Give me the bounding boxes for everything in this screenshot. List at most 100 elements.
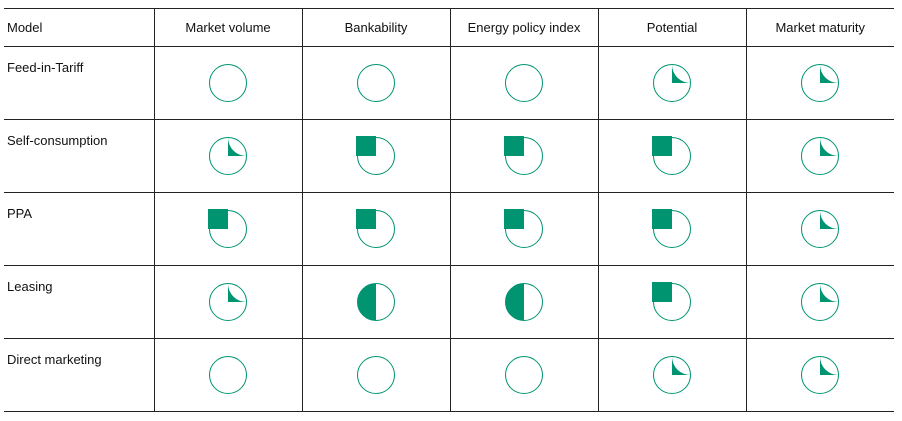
harvey-ball-outline xyxy=(209,283,247,321)
rating-cell xyxy=(745,265,894,339)
harvey-ball-mark xyxy=(504,136,543,175)
rating-cell xyxy=(597,338,746,412)
harvey-ball-mark xyxy=(652,282,691,321)
harvey-ball-fill xyxy=(820,283,839,302)
harvey-ball-mark xyxy=(652,209,691,248)
harvey-ball-mark xyxy=(505,356,543,394)
table-row: PPA xyxy=(4,192,894,266)
harvey-ball-outline xyxy=(357,64,395,102)
harvey-ball-mark xyxy=(801,64,840,102)
harvey-ball-outline xyxy=(653,356,691,394)
harvey-ball-outline xyxy=(653,64,691,102)
rating-cell xyxy=(597,119,746,193)
harvey-ball-fill xyxy=(228,283,247,302)
header-model: Model xyxy=(4,8,154,47)
harvey-ball-outline xyxy=(209,137,247,175)
harvey-ball-fill xyxy=(820,64,839,83)
row-label: Direct marketing xyxy=(4,338,154,412)
rating-cell xyxy=(745,46,894,120)
harvey-ball-outline xyxy=(505,210,543,248)
rating-cell xyxy=(449,338,598,412)
rating-cell xyxy=(449,192,598,266)
harvey-ball-outline xyxy=(653,137,691,175)
harvey-ball-fill xyxy=(505,283,524,321)
rating-cell xyxy=(745,338,894,412)
harvey-ball-mark xyxy=(652,136,691,175)
rating-cell xyxy=(745,192,894,266)
table-row: Self-consumption xyxy=(4,119,894,193)
harvey-ball-outline xyxy=(209,64,247,102)
rating-cell xyxy=(597,265,746,339)
harvey-ball-outline xyxy=(505,283,543,321)
harvey-ball-fill xyxy=(208,209,228,229)
row-label: Feed-in-Tariff xyxy=(4,46,154,120)
harvey-ball-outline xyxy=(357,210,395,248)
harvey-ball-fill xyxy=(820,137,839,156)
harvey-ball-fill xyxy=(652,282,672,302)
rating-cell xyxy=(449,119,598,193)
harvey-ball-mark xyxy=(209,137,247,175)
harvey-ball-mark xyxy=(357,283,395,321)
rating-cell xyxy=(301,192,450,266)
rating-cell xyxy=(153,338,302,412)
harvey-ball-mark xyxy=(209,356,247,394)
header-row: Model Market volume Bankability Energy p… xyxy=(4,8,894,47)
matrix-body: Feed-in-Tariff Self-consumption PPA Leasing… xyxy=(4,46,894,412)
rating-cell xyxy=(153,192,302,266)
harvey-ball-mark xyxy=(801,137,840,175)
row-label: Self-consumption xyxy=(4,119,154,193)
rating-cell xyxy=(449,265,598,339)
harvey-ball-mark xyxy=(801,283,840,321)
harvey-ball-mark xyxy=(505,283,543,321)
harvey-ball-outline xyxy=(653,283,691,321)
harvey-ball-fill xyxy=(504,209,524,229)
harvey-ball-mark xyxy=(356,136,395,175)
row-label: Leasing xyxy=(4,265,154,339)
row-label: PPA xyxy=(4,192,154,266)
harvey-ball-outline xyxy=(801,210,840,248)
harvey-ball-outline xyxy=(505,64,543,102)
rating-cell xyxy=(449,46,598,120)
harvey-ball-outline xyxy=(209,356,247,394)
harvey-ball-outline xyxy=(357,356,395,394)
rating-cell xyxy=(597,192,746,266)
harvey-ball-fill xyxy=(228,137,247,156)
harvey-ball-fill xyxy=(357,283,376,321)
rating-matrix: Model Market volume Bankability Energy p… xyxy=(4,8,894,412)
harvey-ball-outline xyxy=(801,64,840,102)
rating-cell xyxy=(597,46,746,120)
harvey-ball-fill xyxy=(672,356,691,375)
header-criterion: Bankability xyxy=(301,8,450,47)
harvey-ball-fill xyxy=(820,356,839,375)
harvey-ball-mark xyxy=(801,356,840,394)
harvey-ball-mark xyxy=(505,64,543,102)
harvey-ball-mark xyxy=(357,64,395,102)
harvey-ball-mark xyxy=(504,209,543,248)
harvey-ball-fill xyxy=(504,136,524,156)
harvey-ball-mark xyxy=(357,356,395,394)
harvey-ball-mark xyxy=(209,283,247,321)
header-criterion: Market maturity xyxy=(745,8,894,47)
header-criterion: Market volume xyxy=(153,8,302,47)
harvey-ball-fill xyxy=(820,210,839,229)
rating-cell xyxy=(301,119,450,193)
rating-cell xyxy=(153,119,302,193)
harvey-ball-outline xyxy=(801,356,840,394)
harvey-ball-mark xyxy=(653,64,691,102)
rating-cell xyxy=(301,46,450,120)
rating-cell xyxy=(153,46,302,120)
rating-cell xyxy=(153,265,302,339)
rating-cell xyxy=(301,265,450,339)
harvey-ball-fill xyxy=(356,136,376,156)
table-row: Leasing xyxy=(4,265,894,339)
table-row: Feed-in-Tariff xyxy=(4,46,894,120)
harvey-ball-outline xyxy=(209,210,247,248)
header-criterion: Potential xyxy=(597,8,746,47)
harvey-ball-mark xyxy=(209,64,247,102)
header-criterion: Energy policy index xyxy=(449,8,598,47)
harvey-ball-outline xyxy=(653,210,691,248)
harvey-ball-outline xyxy=(505,137,543,175)
harvey-ball-outline xyxy=(357,137,395,175)
rating-cell xyxy=(301,338,450,412)
harvey-ball-outline xyxy=(801,137,840,175)
